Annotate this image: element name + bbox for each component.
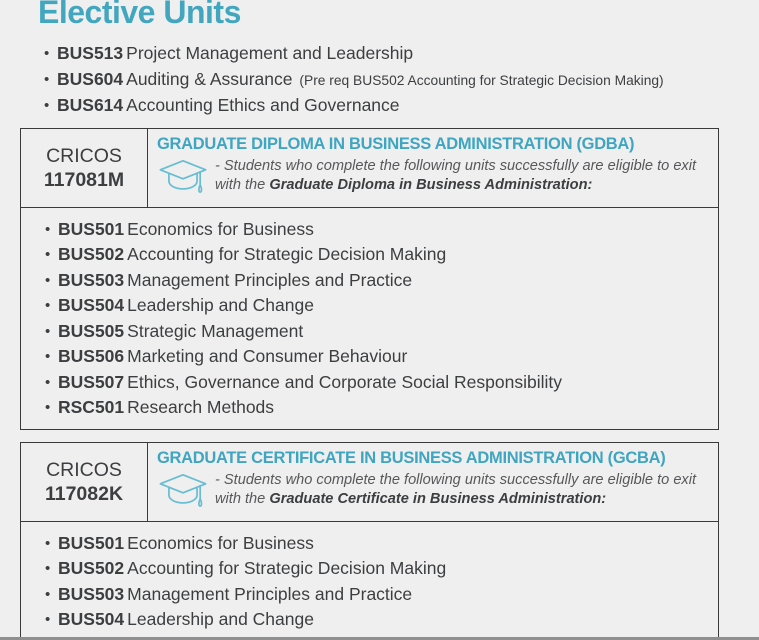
cricos-cell: CRICOS 117082K (21, 442, 148, 521)
unit-code: BUS503 (58, 269, 125, 290)
course-description-row: - Students who complete the following un… (157, 156, 712, 199)
bottom-edge-strip (0, 637, 759, 640)
bullet-icon: • (45, 246, 51, 263)
bullet-icon: • (44, 97, 50, 114)
unit-code: BUS503 (58, 583, 125, 604)
unit-name: Economics for Business (127, 218, 314, 239)
bullet-icon: • (45, 220, 51, 238)
unit-code: BUS504 (58, 295, 125, 315)
unit-name: Leadership and Change (127, 295, 314, 315)
unit-code: BUS614 (57, 95, 124, 115)
elective-unit-item: • BUS513 Project Management and Leadership (44, 41, 759, 67)
unit-name: Auditing & Assurance (126, 68, 293, 89)
course-unit-item: • BUS504 Leadership and Change (45, 293, 718, 319)
course-unit-item: • BUS502 Accounting for Strategic Decision… (45, 556, 718, 582)
unit-name: Project Management and Leadership (126, 43, 414, 63)
course-unit-item: • BUS504 Leadership and Change (45, 607, 718, 633)
bullet-icon: • (44, 45, 50, 62)
unit-code: BUS501 (58, 532, 125, 553)
bullet-icon: • (45, 399, 51, 416)
unit-code: BUS513 (57, 43, 124, 63)
elective-units-list: • BUS513 Project Management and Leadership… (44, 41, 759, 119)
gdba-table-body: • BUS501 Economics for Business • BUS502 Acc… (21, 208, 718, 429)
bullet-icon: • (45, 373, 51, 391)
unit-name: Management Principles and Practice (127, 583, 413, 604)
unit-name: Accounting Ethics and Governance (126, 95, 400, 115)
gdba-table-header: CRICOS 117081M GRADUATE DIPLOMA IN BUSIN… (21, 128, 718, 208)
cricos-cell: CRICOS 117081M (21, 128, 148, 207)
course-unit-item: • BUS506 Marketing and Consumer Behaviour (45, 344, 718, 370)
unit-name: Accounting for Strategic Decision Making (127, 558, 447, 578)
course-description: - Students who complete the following un… (215, 157, 697, 194)
cricos-code: 117081M (43, 168, 125, 191)
gdba-units-list: • BUS501 Economics for Business • BUS502 Acc… (21, 208, 718, 429)
unit-name: Ethics, Governance and Corporate Social … (127, 371, 562, 392)
course-unit-item: • BUS505 Strategic Management (45, 319, 718, 345)
unit-code: BUS501 (58, 218, 125, 239)
bullet-icon: • (45, 322, 51, 340)
course-unit-item: • BUS502 Accounting for Strategic Decision… (45, 242, 718, 268)
unit-name: Research Methods (127, 397, 275, 417)
bullet-icon: • (45, 297, 51, 314)
course-unit-item: • BUS503 Management Principles and Practic… (45, 268, 718, 294)
course-header-cell: GRADUATE DIPLOMA IN BUSINESS ADMINISTRAT… (148, 129, 718, 207)
elective-unit-item: • BUS604 Auditing & Assurance (Pre req BUS… (44, 67, 759, 94)
course-unit-item: • BUS507 Ethics, Governance and Corporate … (45, 370, 718, 396)
unit-name: Strategic Management (127, 320, 304, 341)
bullet-icon: • (45, 271, 51, 289)
course-header-cell: GRADUATE CERTIFICATE IN BUSINESS ADMINIS… (148, 443, 718, 521)
course-unit-item: • BUS501 Economics for Business (45, 217, 718, 243)
unit-name: Accounting for Strategic Decision Making (127, 244, 447, 264)
unit-code: BUS604 (57, 68, 124, 89)
course-description-row: - Students who complete the following un… (157, 470, 712, 513)
bullet-icon: • (45, 560, 51, 577)
bullet-icon: • (45, 611, 51, 628)
bullet-icon: • (45, 585, 51, 603)
unit-code: BUS502 (58, 558, 125, 578)
page-title: Elective Units (38, 0, 241, 30)
unit-code: BUS504 (58, 609, 125, 629)
unit-name: Economics for Business (127, 532, 314, 553)
unit-name: Leadership and Change (127, 609, 314, 629)
course-description: - Students who complete the following un… (215, 471, 697, 508)
course-heading: GRADUATE CERTIFICATE IN BUSINESS ADMINIS… (157, 448, 666, 467)
bullet-icon: • (45, 348, 51, 365)
unit-code: BUS507 (58, 371, 125, 392)
graduation-cap-icon (159, 473, 207, 507)
unit-name: Marketing and Consumer Behaviour (127, 346, 408, 366)
unit-name: Management Principles and Practice (127, 269, 413, 290)
cricos-code: 117082K (44, 482, 124, 505)
gcba-table-header: CRICOS 117082K GRADUATE CERTIFICATE IN B… (21, 442, 718, 522)
gcba-units-list: • BUS501 Economics for Business • BUS502 Acc… (21, 522, 718, 640)
unit-code: BUS506 (58, 346, 125, 366)
gdba-table: CRICOS 117081M GRADUATE DIPLOMA IN BUSIN… (20, 127, 719, 430)
course-unit-item: • BUS501 Economics for Business (45, 531, 718, 557)
bullet-icon: • (45, 534, 51, 552)
unit-code: RSC501 (58, 397, 125, 417)
course-unit-item: • BUS503 Management Principles and Practic… (45, 582, 718, 608)
gcba-table-body: • BUS501 Economics for Business • BUS502 Acc… (21, 522, 718, 640)
cricos-label: CRICOS (46, 144, 122, 167)
bullet-icon: • (44, 70, 50, 88)
course-unit-item: • RSC501 Research Methods (45, 395, 718, 421)
course-heading: GRADUATE DIPLOMA IN BUSINESS ADMINISTRAT… (157, 134, 635, 153)
unit-code: BUS502 (58, 244, 125, 264)
unit-note: (Pre req BUS502 Accounting for Strategic… (299, 72, 664, 88)
elective-unit-item: • BUS614 Accounting Ethics and Governance (44, 93, 759, 119)
gcba-table: CRICOS 117082K GRADUATE CERTIFICATE IN B… (20, 441, 719, 640)
cricos-label: CRICOS (46, 458, 122, 481)
graduation-cap-icon (159, 159, 207, 193)
unit-code: BUS505 (58, 320, 125, 341)
